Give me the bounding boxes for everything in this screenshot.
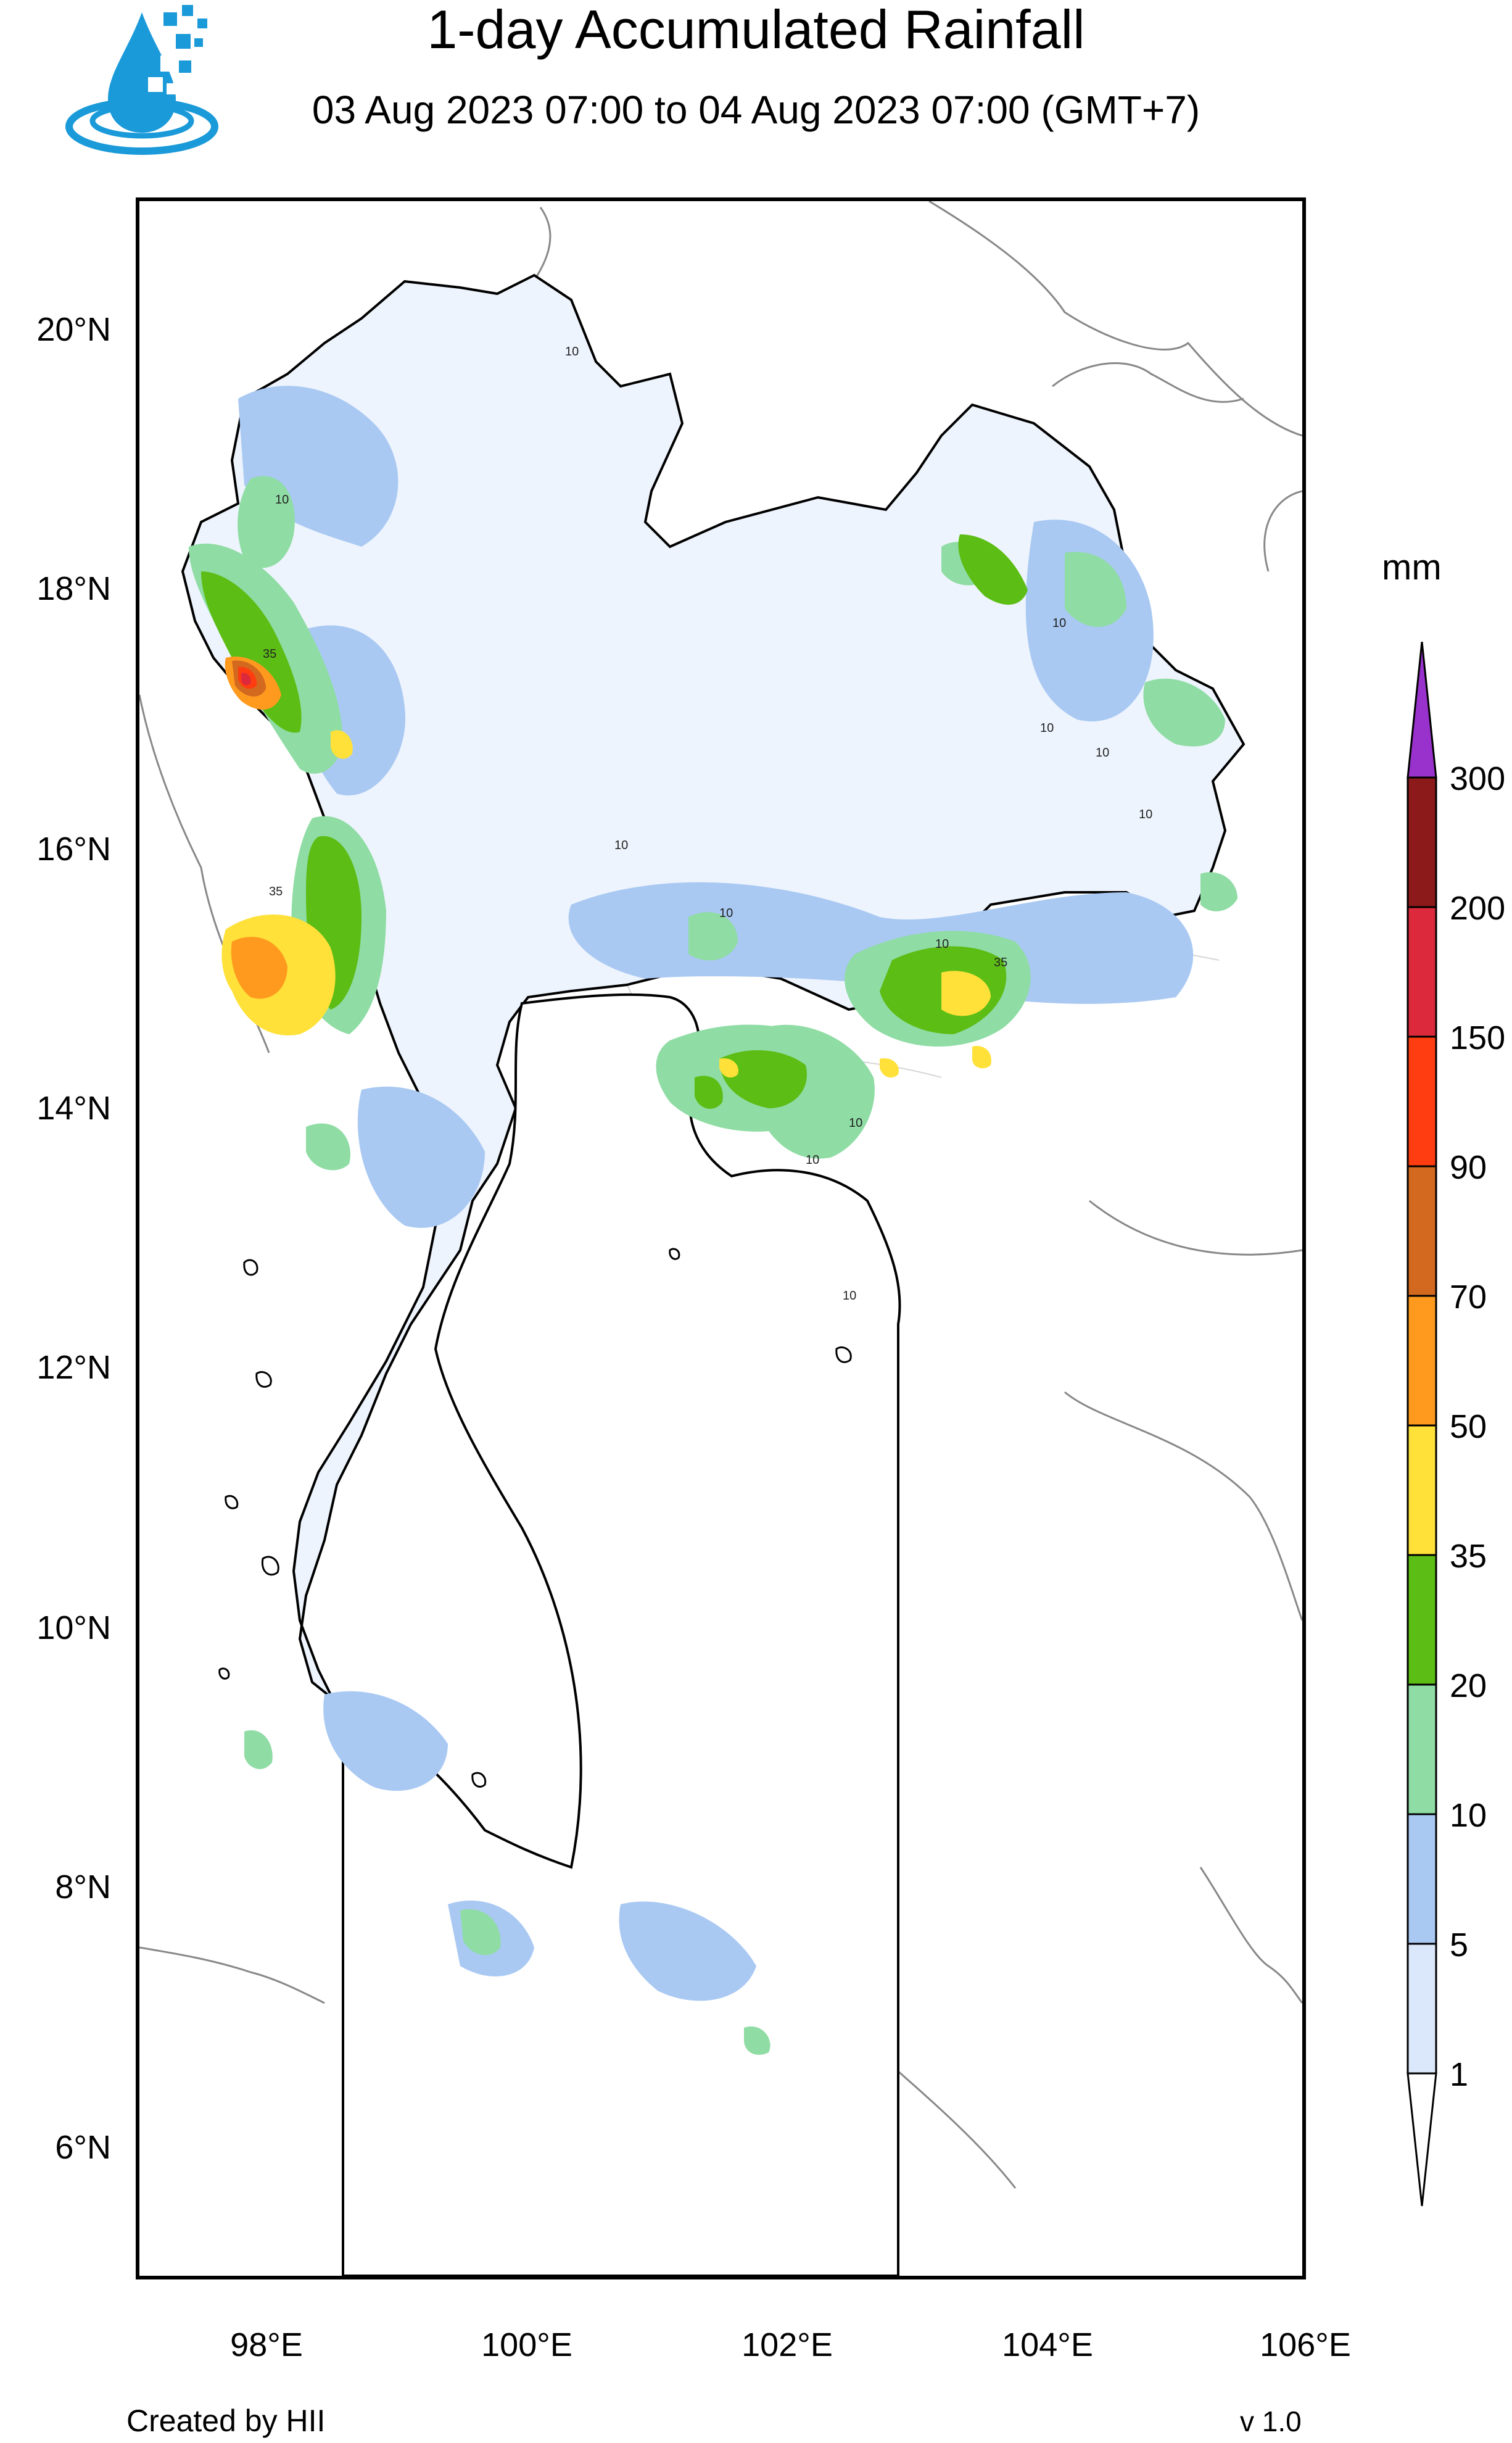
- contour-label: 10: [935, 937, 949, 951]
- map-title: 1-day Accumulated Rainfall: [427, 0, 1085, 60]
- colorbar-label: 50: [1450, 1408, 1487, 1445]
- lat-tick-label: 14°N: [36, 1090, 111, 1127]
- contour-label: 10: [614, 839, 628, 852]
- contour-label: 10: [1096, 746, 1109, 760]
- rain-heavy-areas: [232, 660, 266, 697]
- colorbar-cell-10: [1407, 1683, 1437, 1815]
- colorbar-cell-1: [1407, 1943, 1437, 2075]
- map-subtitle: 03 Aug 2023 07:00 to 04 Aug 2023 07:00 (…: [312, 88, 1200, 132]
- colorbar-unit: mm: [1382, 547, 1442, 587]
- colorbar-cell-90: [1407, 1035, 1437, 1168]
- colorbar-cell-70: [1407, 1165, 1437, 1297]
- colorbar: [1407, 642, 1437, 2207]
- contour-label: 10: [1139, 808, 1152, 821]
- colorbar-label: 150: [1450, 1019, 1506, 1056]
- lon-tick-label: 104°E: [1002, 2326, 1093, 2363]
- colorbar-cell-50: [1407, 1295, 1437, 1427]
- rainfall-map: 10 10 10 10 10 10 10 10 10 10 10 10 35 3…: [136, 197, 1306, 2279]
- colorbar-cell-below-1: [1407, 2072, 1437, 2207]
- colorbar-label: 200: [1450, 890, 1506, 927]
- lon-tick-label: 102°E: [742, 2326, 833, 2363]
- lon-tick-label: 100°E: [481, 2326, 572, 2363]
- credit-text: Created by HII: [126, 2404, 326, 2438]
- water-drop-pixel-logo-icon: [49, 0, 222, 164]
- lon-tick-label: 106°E: [1260, 2326, 1351, 2363]
- lat-tick-label: 20°N: [36, 311, 111, 348]
- lat-tick-label: 18°N: [36, 570, 111, 607]
- colorbar-label: 20: [1450, 1667, 1487, 1704]
- lat-tick-label: 16°N: [36, 831, 111, 868]
- lat-tick-label: 10°N: [36, 1609, 111, 1646]
- colorbar-cell-20: [1407, 1554, 1437, 1686]
- contour-label: 10: [806, 1153, 819, 1167]
- contour-label: 10: [1052, 616, 1066, 630]
- colorbar-label: 70: [1450, 1279, 1487, 1316]
- colorbar-label: 10: [1450, 1797, 1487, 1834]
- colorbar-label: 35: [1450, 1538, 1487, 1575]
- colorbar-cell-35: [1407, 1424, 1437, 1556]
- colorbar-cell-200: [1407, 776, 1437, 908]
- contour-label: 10: [843, 1289, 856, 1303]
- contour-label: 10: [719, 906, 733, 920]
- contour-label: 35: [263, 647, 276, 661]
- contour-label: 10: [849, 1116, 862, 1130]
- colorbar-label: 5: [1450, 1927, 1469, 1964]
- map-canvas: 10 10 10 10 10 10 10 10 10 10 10 10 35 3…: [139, 201, 1302, 2276]
- colorbar-label: 1: [1450, 2056, 1469, 2093]
- contour-label: 10: [275, 493, 289, 507]
- contour-label: 10: [1040, 721, 1054, 735]
- contour-label: 10: [565, 345, 579, 359]
- contour-label: 35: [269, 885, 283, 898]
- islands: [218, 1248, 852, 1788]
- colorbar-label: 300: [1450, 760, 1506, 797]
- lon-tick-label: 98°E: [230, 2326, 303, 2363]
- lat-tick-label: 8°N: [55, 1869, 111, 1906]
- colorbar-cell-150: [1407, 906, 1437, 1038]
- colorbar-cell-5: [1407, 1813, 1437, 1945]
- colorbar-label: 90: [1450, 1149, 1487, 1186]
- colorbar-cell-300: [1407, 642, 1437, 779]
- version-text: v 1.0: [1240, 2405, 1302, 2437]
- lat-tick-label: 6°N: [55, 2129, 111, 2166]
- contour-label: 35: [994, 956, 1007, 969]
- country-borders: [139, 201, 1302, 2189]
- lat-tick-label: 12°N: [36, 1349, 111, 1386]
